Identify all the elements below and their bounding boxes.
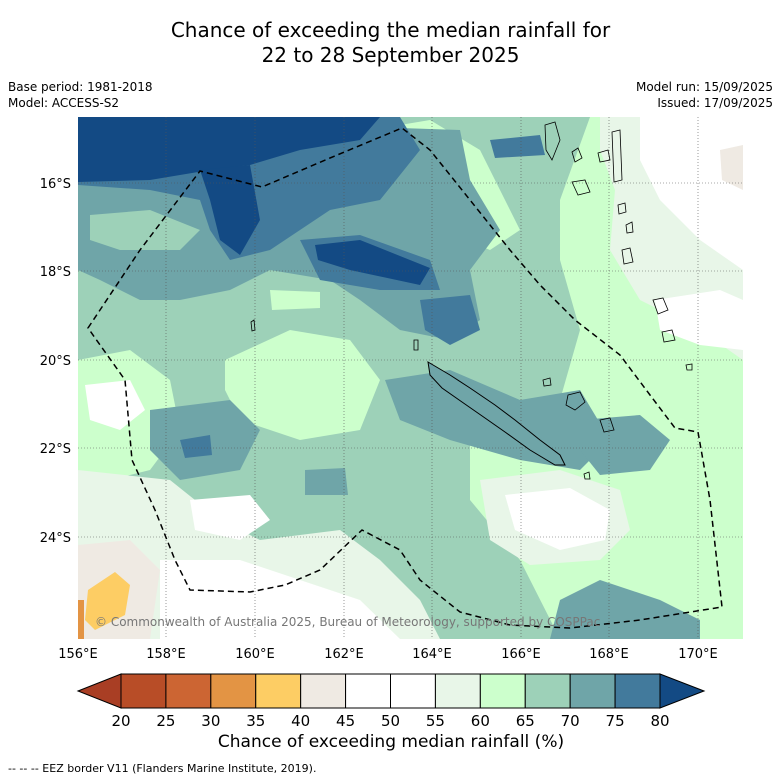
lon-label: 156°E bbox=[58, 647, 98, 662]
field-50-east-2 bbox=[655, 290, 743, 350]
title-line-1: Chance of exceeding the median rainfall … bbox=[170, 18, 611, 42]
chesterfield-islets bbox=[250, 319, 256, 332]
field-50-sw-2 bbox=[160, 560, 400, 639]
field-70-75-south bbox=[550, 580, 700, 639]
field-75-80-mid bbox=[420, 295, 480, 345]
colorbar-tick-label: 45 bbox=[336, 712, 355, 730]
colorbar-cell bbox=[479, 673, 526, 709]
belep-islets bbox=[413, 339, 419, 351]
isle-of-pines bbox=[583, 471, 591, 480]
field-50-55-east bbox=[640, 117, 743, 270]
colorbar-tick-label: 60 bbox=[471, 712, 490, 730]
colorbar-tick-label: 80 bbox=[650, 712, 669, 730]
eez-legend-note: -- -- -- EEZ border V11 (Flanders Marine… bbox=[8, 762, 317, 775]
colorbar: 20 25 30 35 40 45 50 55 60 65 70 75 80 Chance of exc… bbox=[76, 673, 706, 752]
map-panel: © Commonwealth of Australia 2025, Bureau… bbox=[78, 117, 743, 639]
lifou-island bbox=[565, 391, 586, 411]
lat-label: 16°S bbox=[40, 177, 71, 192]
colorbar-cell bbox=[300, 673, 347, 709]
colorbar-tick-label: 55 bbox=[426, 712, 445, 730]
colorbar-cell bbox=[614, 673, 661, 709]
colorbar-cell bbox=[569, 673, 616, 709]
colorbar-tick-label: 70 bbox=[561, 712, 580, 730]
lat-label: 22°S bbox=[40, 442, 71, 457]
lat-labels: 16°S 18°S 20°S 22°S 24°S bbox=[40, 177, 71, 546]
colorbar-cell bbox=[165, 673, 212, 709]
lon-labels: 156°E 158°E 160°E 162°E 164°E 166°E 168°… bbox=[58, 647, 718, 662]
field-75-80-west bbox=[180, 435, 212, 458]
vanuatu-islands bbox=[544, 121, 693, 371]
lon-label: 166°E bbox=[501, 647, 541, 662]
lon-label: 160°E bbox=[235, 647, 275, 662]
issued-date: Issued: 17/09/2025 bbox=[657, 96, 773, 110]
meta-left: Base period: 1981-2018 Model: ACCESS-S2 bbox=[8, 79, 153, 111]
lon-label: 162°E bbox=[324, 647, 364, 662]
field-70-75-small bbox=[305, 468, 348, 495]
colorbar-cell bbox=[210, 673, 257, 709]
base-period: Base period: 1981-2018 bbox=[8, 80, 153, 94]
lon-label: 168°E bbox=[589, 647, 629, 662]
colorbar-tick-label: 30 bbox=[201, 712, 220, 730]
colorbar-label: Chance of exceeding median rainfall (%) bbox=[218, 732, 564, 752]
colorbar-extend-low bbox=[76, 673, 122, 709]
field-50-se bbox=[505, 488, 610, 550]
eez-border bbox=[87, 127, 723, 629]
colorbar-tick-label: 75 bbox=[606, 712, 625, 730]
colorbar-tick-label: 25 bbox=[156, 712, 175, 730]
colorbar-tick-label: 65 bbox=[516, 712, 535, 730]
model-name: Model: ACCESS-S2 bbox=[8, 96, 120, 110]
colorbar-cell bbox=[345, 673, 392, 709]
gridlines bbox=[78, 117, 743, 639]
new-caledonia-island bbox=[427, 361, 566, 466]
title-line-2: 22 to 28 September 2025 bbox=[261, 43, 520, 67]
field-35-40-sw bbox=[85, 572, 130, 630]
lon-label: 158°E bbox=[146, 647, 186, 662]
map-title: Chance of exceeding the median rainfall … bbox=[0, 18, 781, 68]
lon-label: 170°E bbox=[678, 647, 718, 662]
colorbar-tick-label: 20 bbox=[111, 712, 130, 730]
colorbar-ticks: 20 25 30 35 40 45 50 55 60 65 70 75 80 bbox=[111, 712, 669, 730]
lat-label: 20°S bbox=[40, 354, 71, 369]
model-run: Model run: 15/09/2025 bbox=[635, 80, 773, 94]
meta-right: Model run: 15/09/2025 Issued: 17/09/2025 bbox=[636, 79, 773, 111]
colorbar-tick-label: 50 bbox=[381, 712, 400, 730]
colorbar-cell bbox=[434, 673, 481, 709]
colorbar-tick-label: 35 bbox=[246, 712, 265, 730]
colorbar-cell bbox=[120, 673, 167, 709]
field-over-80-c bbox=[315, 240, 430, 285]
colorbar-cell bbox=[524, 673, 571, 709]
field-30-35-edge bbox=[78, 600, 84, 639]
field-50-west bbox=[85, 380, 145, 430]
colorbar-cell bbox=[255, 673, 302, 709]
field-75-80-ne bbox=[490, 135, 545, 158]
lat-label: 18°S bbox=[40, 265, 71, 280]
lat-label: 24°S bbox=[40, 531, 71, 546]
field-45-east bbox=[720, 145, 743, 190]
field-65-70-nw bbox=[90, 210, 200, 250]
colorbar-cell bbox=[390, 673, 436, 709]
ouvea-island bbox=[542, 377, 552, 387]
copyright-text: © Commonwealth of Australia 2025, Bureau… bbox=[95, 615, 600, 629]
colorbar-cells bbox=[120, 673, 661, 709]
colorbar-extend-high bbox=[659, 673, 706, 709]
field-over-80-b bbox=[200, 165, 260, 255]
lon-label: 164°E bbox=[412, 647, 452, 662]
field-60-65-center bbox=[225, 330, 380, 440]
field-70-75-east bbox=[580, 415, 670, 475]
colorbar-tick-label: 40 bbox=[291, 712, 310, 730]
mare-island bbox=[599, 417, 615, 433]
field-50-sw-1 bbox=[190, 495, 270, 540]
field-over-80 bbox=[78, 117, 380, 182]
field-60-small bbox=[270, 290, 320, 310]
